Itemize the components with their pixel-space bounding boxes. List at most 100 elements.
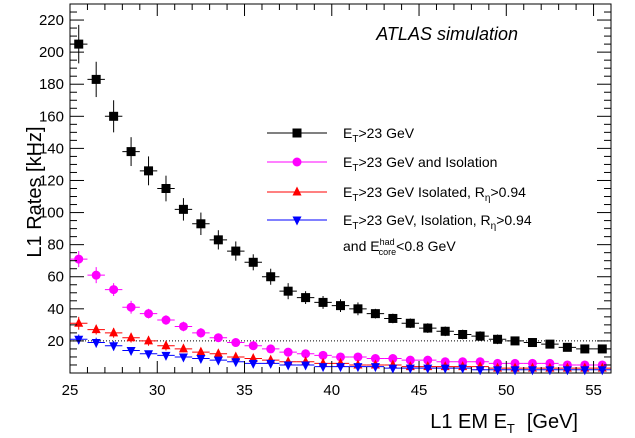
x-tick-label: 45 (411, 382, 428, 399)
data-point (562, 366, 572, 376)
y-tick-label: 60 (47, 269, 64, 286)
data-point (440, 326, 450, 336)
data-point (91, 270, 101, 280)
legend-label: ET>23 GeV and Isolation (343, 154, 497, 174)
data-point (266, 344, 276, 354)
data-point (283, 347, 293, 357)
data-point (493, 334, 503, 344)
data-point (510, 336, 520, 346)
legend-marker (292, 157, 302, 167)
annotation-label: ATLAS simulation (375, 24, 518, 44)
data-point (178, 321, 188, 331)
data-point (196, 346, 206, 356)
data-point (301, 361, 311, 371)
data-point (458, 329, 468, 339)
plot-frame (69, 3, 612, 374)
data-point (283, 286, 293, 296)
data-point (248, 257, 258, 267)
data-point (458, 364, 468, 374)
data-point (562, 342, 572, 352)
data-point (231, 338, 241, 348)
data-point (126, 347, 136, 357)
data-point (161, 351, 171, 361)
data-point (74, 39, 84, 49)
data-point (353, 352, 363, 362)
data-point (161, 184, 171, 193)
data-point (248, 353, 258, 363)
y-axis-label: L1 Rates [kHz] (24, 126, 46, 257)
data-point (144, 350, 154, 360)
data-point (336, 352, 345, 362)
data-point (109, 327, 119, 337)
data-point (109, 285, 119, 295)
data-point (353, 304, 363, 314)
legend-marker (292, 186, 302, 196)
y-tick-label: 120 (39, 172, 64, 189)
data-point (440, 364, 450, 374)
data-point (231, 246, 241, 256)
data-point (405, 355, 415, 365)
legend-item-3: ET>23 GeV Isolated, Rη>0.94 (267, 184, 526, 204)
data-point (231, 351, 241, 361)
data-point (423, 364, 433, 374)
data-point (301, 293, 311, 303)
legend-label: ET>23 GeV Isolated, Rη>0.94 (343, 184, 526, 204)
data-point (144, 335, 154, 345)
data-point (475, 331, 485, 341)
data-point (144, 309, 154, 319)
y-tick-label: 140 (39, 140, 64, 157)
data-point (196, 328, 206, 338)
data-point (213, 333, 223, 343)
x-tick-label: 25 (62, 382, 79, 399)
data-point (213, 348, 223, 358)
data-point (74, 254, 84, 264)
data-point (213, 235, 223, 245)
x-tick-label: 40 (323, 382, 340, 399)
data-point (301, 349, 311, 359)
y-tick-label: 160 (39, 108, 64, 125)
x-tick-label: 55 (585, 382, 602, 399)
data-point (475, 366, 485, 376)
data-point (545, 339, 555, 349)
data-point (336, 363, 345, 373)
data-point (597, 366, 607, 376)
data-point (580, 344, 590, 354)
y-tick-label: 180 (39, 76, 64, 93)
data-point (493, 366, 503, 376)
data-point (161, 340, 171, 350)
data-point (580, 366, 590, 376)
data-point (196, 219, 206, 229)
data-point (266, 272, 276, 282)
data-point (318, 297, 328, 307)
data-point (545, 366, 555, 376)
data-point (423, 323, 433, 333)
data-point (248, 341, 258, 351)
y-tick-label: 220 (39, 12, 64, 29)
data-point (91, 324, 101, 334)
data-point (283, 361, 293, 371)
y-tick-label: 80 (47, 237, 64, 254)
x-axis-label: L1 EM ET [GeV] (430, 411, 578, 436)
data-point (405, 364, 415, 374)
data-point (370, 309, 380, 319)
data-point (370, 363, 380, 373)
data-point (527, 366, 537, 376)
data-point (318, 350, 328, 360)
data-point (161, 315, 171, 325)
data-point (109, 111, 119, 121)
x-tick-label: 35 (236, 382, 253, 399)
data-point (353, 363, 363, 373)
legend-label: ET>23 GeV (343, 125, 415, 145)
series-1 (70, 24, 611, 354)
data-point (248, 359, 258, 369)
data-point (510, 366, 520, 376)
legend-item-1: ET>23 GeV (267, 125, 415, 145)
data-point (336, 301, 345, 311)
x-tick-label: 30 (149, 382, 166, 399)
data-point (231, 358, 241, 368)
legend-item-4: ET>23 GeV, Isolation, Rη>0.94 and Ehad cor… (267, 212, 532, 257)
legend-label: ET>23 GeV, Isolation, Rη>0.94 (343, 212, 532, 232)
data-point (388, 354, 398, 364)
data-point (196, 355, 206, 365)
